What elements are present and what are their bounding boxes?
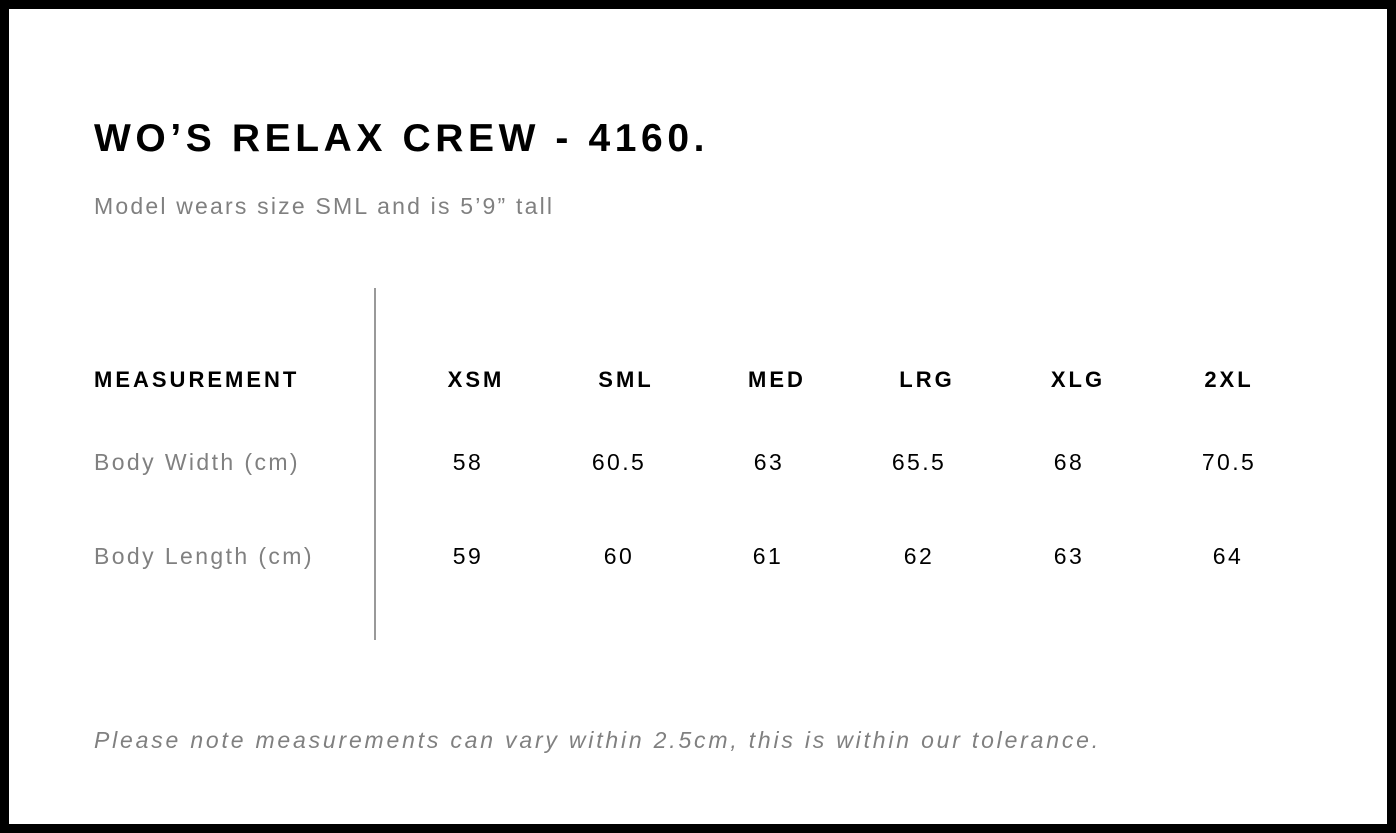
size-header-xsm: XSM (447, 367, 505, 392)
model-info: Model wears size SML and is 5’9” tall (94, 193, 555, 219)
table-cell: 62 (903, 543, 935, 569)
table-cell: 61 (752, 543, 784, 569)
row-label: Body Length (cm) (94, 543, 314, 569)
tolerance-note: Please note measurements can vary within… (94, 727, 1101, 753)
column-divider (374, 288, 376, 640)
table-cell: 60 (603, 543, 635, 569)
table-cell: 59 (452, 543, 484, 569)
size-header-lrg: LRG (899, 367, 955, 392)
size-header-med: MED (748, 367, 806, 392)
table-cell: 65.5 (891, 449, 947, 475)
size-chart-card: WO’S RELAX CREW - 4160. Model wears size… (9, 9, 1387, 824)
size-header-xlg: XLG (1050, 367, 1106, 392)
table-cell: 64 (1212, 543, 1244, 569)
table-cell: 70.5 (1201, 449, 1257, 475)
measurement-header: MEASUREMENT (94, 367, 300, 392)
table-cell: 63 (753, 449, 785, 475)
table-cell: 58 (452, 449, 484, 475)
table-cell: 68 (1053, 449, 1085, 475)
size-header-2xl: 2XL (1204, 367, 1254, 392)
row-label: Body Width (cm) (94, 449, 300, 475)
table-cell: 60.5 (591, 449, 647, 475)
page-title: WO’S RELAX CREW - 4160. (94, 117, 710, 160)
table-cell: 63 (1053, 543, 1085, 569)
size-header-sml: SML (598, 367, 654, 392)
